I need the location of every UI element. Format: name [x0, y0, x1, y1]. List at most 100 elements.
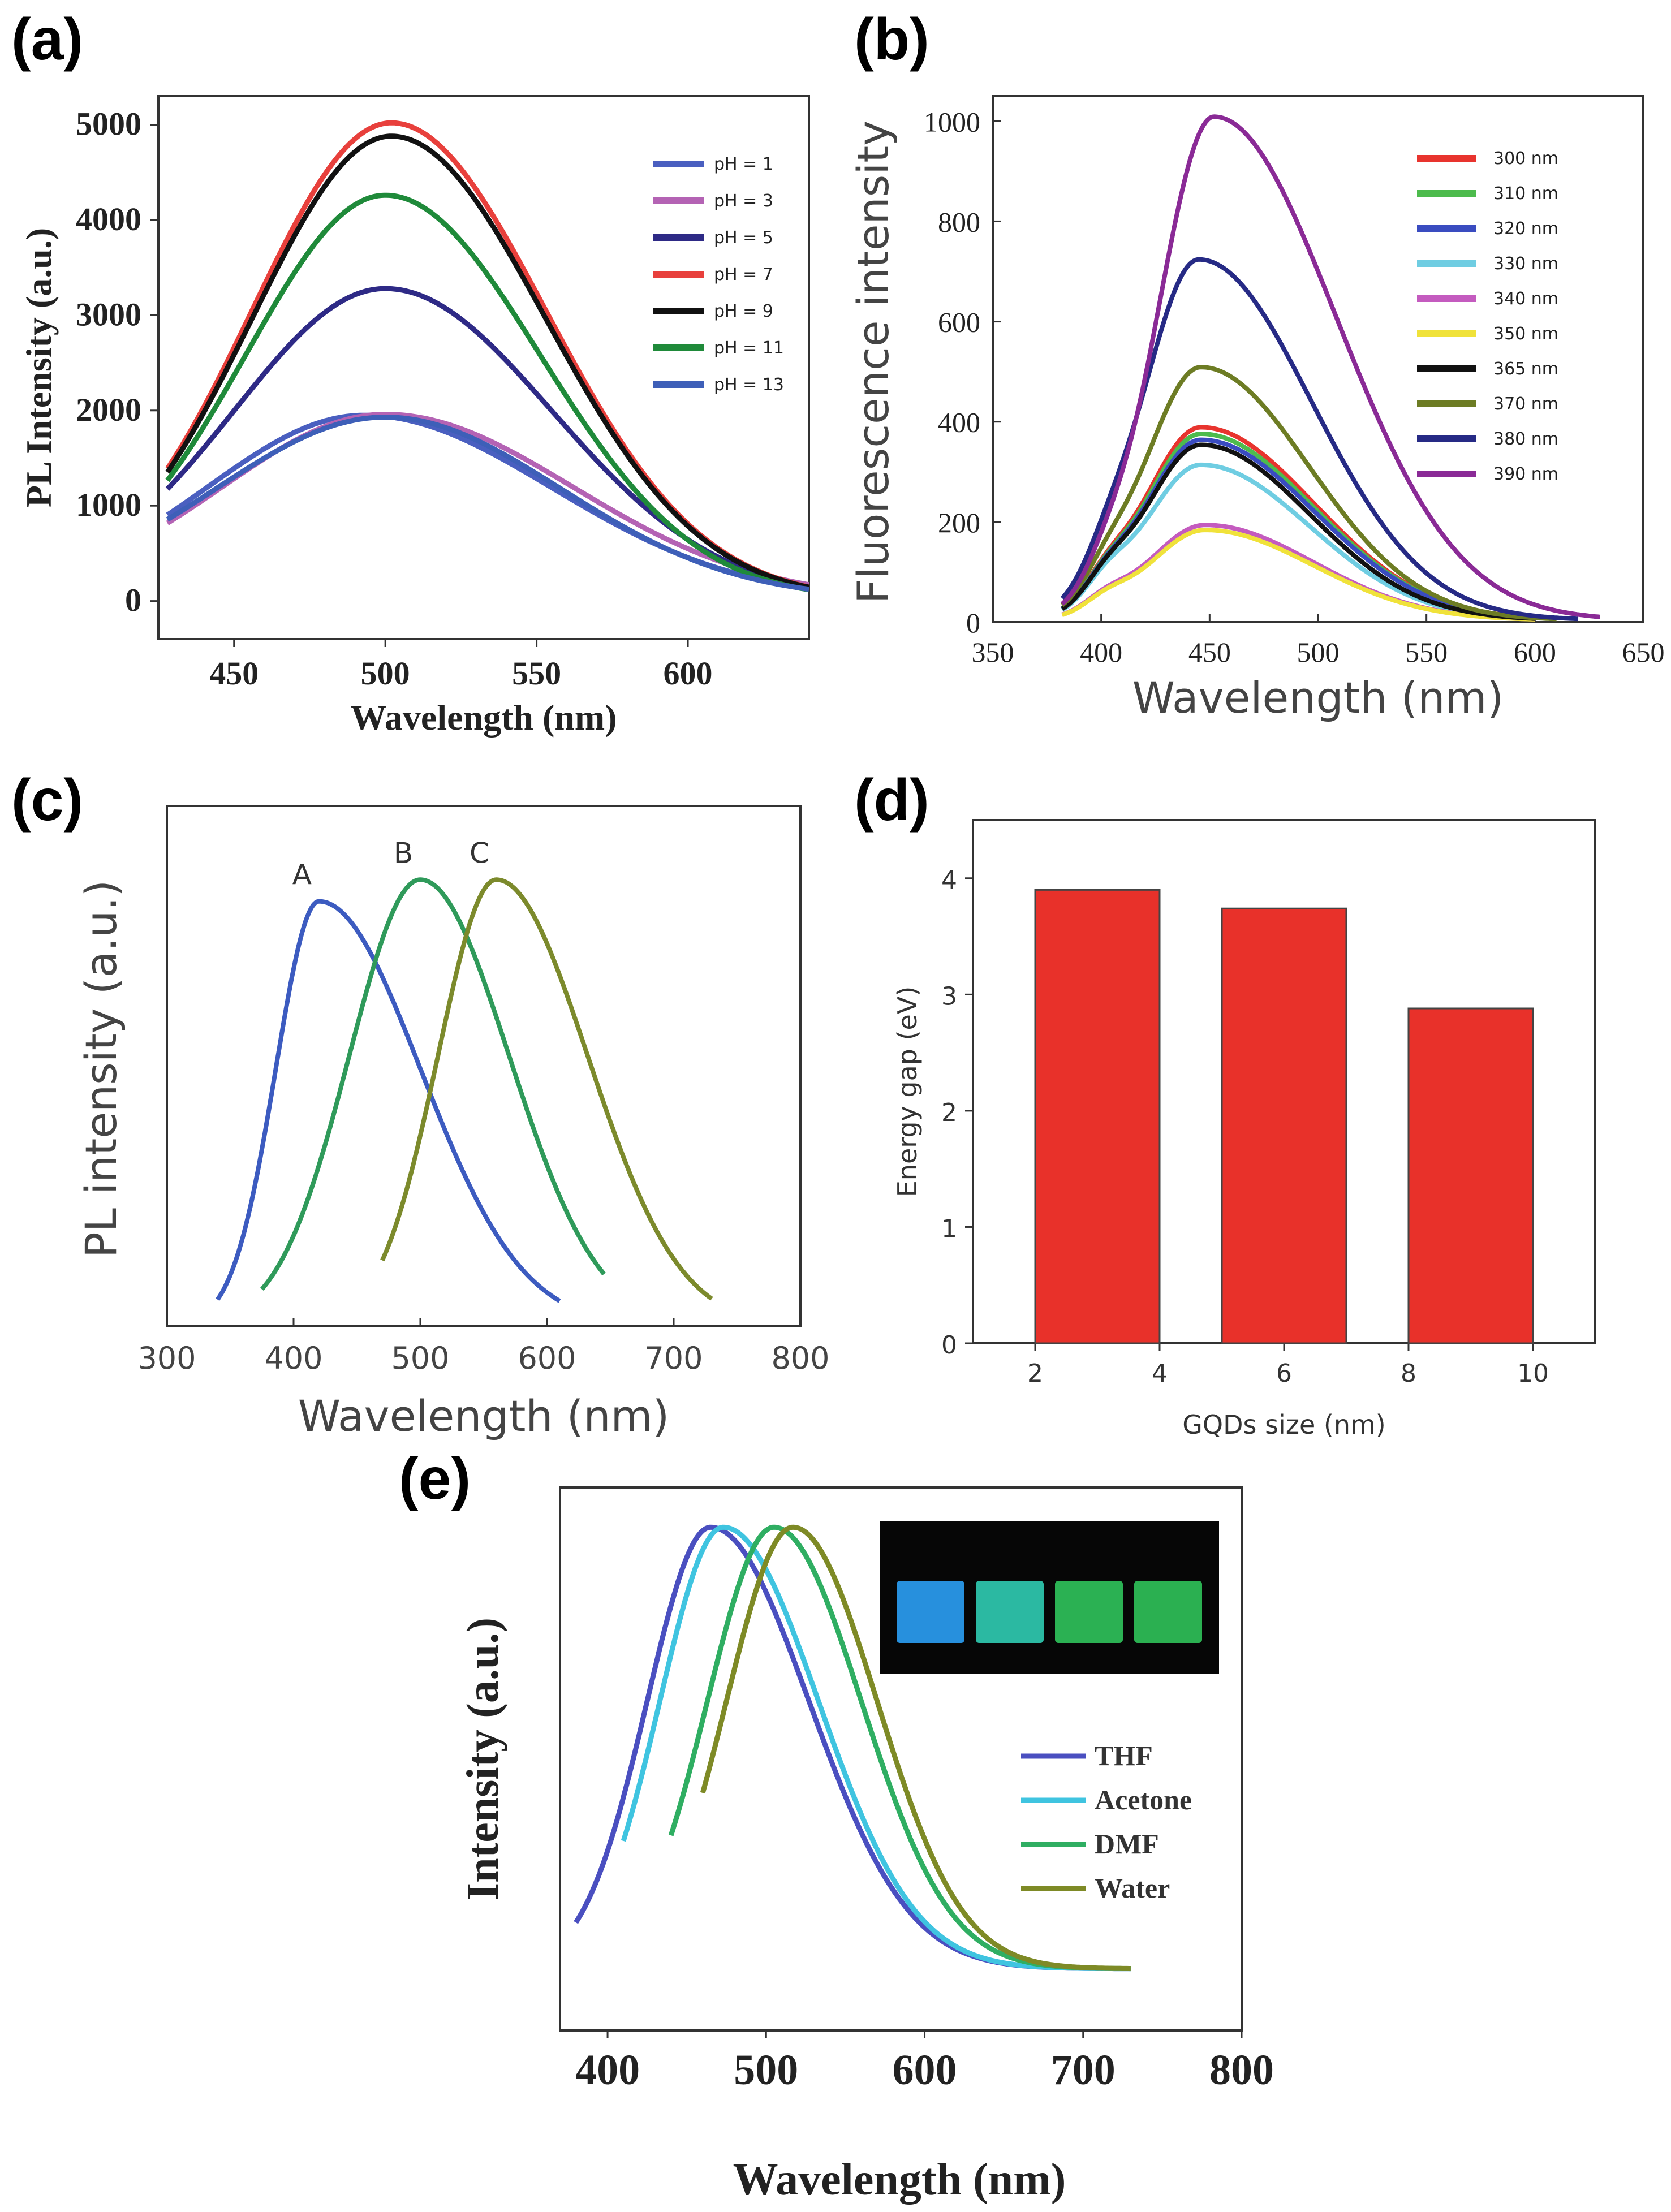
panel-a-series-line: [165, 133, 809, 590]
panel-d-label: (d): [854, 767, 929, 833]
panel-a-x-tick-label: 450: [209, 655, 259, 692]
panel-b-legend-label: 350 nm: [1493, 324, 1558, 344]
panel-a-label: (a): [11, 7, 83, 72]
panel-a-legend: pH = 1 pH = 3 pH = 5 pH = 7 pH = 9 pH = 11 pH …: [653, 154, 784, 395]
panel-a: (a) 0 1000 2000 3000 4000 5000 450 500 550 600 p…: [11, 7, 810, 738]
panel-c-x-tick-label: 500: [391, 1340, 449, 1376]
panel-e-y-label: Intensity (a.u.): [458, 1618, 508, 1900]
panel-a-y-tick-label: 3000: [76, 296, 141, 333]
panel-d-x-tick-label: 10: [1517, 1359, 1549, 1388]
panel-d-y-tick-label: 4: [941, 866, 957, 895]
panel-e-x-ticks: 400 500 600 700 800: [575, 2030, 1274, 2094]
panel-b-legend-label: 330 nm: [1493, 254, 1558, 274]
panel-a-frame: [157, 95, 810, 640]
panel-c-x-tick-label: 800: [771, 1340, 829, 1376]
inset-vial: [976, 1581, 1044, 1643]
panel-b-y-tick-label: 800: [938, 206, 980, 238]
panel-b-series-line: [1061, 442, 1535, 621]
inset-vial: [897, 1581, 964, 1643]
panel-d-bar: [1407, 1007, 1534, 1344]
panel-b-legend-label: 365 nm: [1493, 359, 1558, 379]
panel-a-y-tick-label: 4000: [76, 201, 141, 238]
panel-e-legend-label: THF: [1095, 1740, 1153, 1771]
panel-a-legend-label: pH = 13: [714, 375, 784, 395]
panel-a-x-tick-label: 550: [512, 655, 561, 692]
panel-a-legend-label: pH = 7: [714, 265, 773, 284]
panel-d-y-tick-label: 0: [941, 1331, 957, 1360]
panel-a-legend-label: pH = 9: [714, 301, 773, 321]
panel-b-series-line: [1060, 114, 1600, 619]
panel-b-legend-label: 370 nm: [1493, 394, 1558, 414]
panel-a-x-ticks: 450 500 550 600: [209, 639, 713, 692]
panel-b-x-tick-label: 400: [1080, 636, 1122, 668]
panel-e-legend: THF Acetone DMF Water: [1021, 1740, 1192, 1904]
panel-e-frame: [559, 1486, 1243, 2032]
panel-d-bar: [1034, 889, 1161, 1344]
panel-b-x-ticks: 350 400 450 500 550 600 650: [972, 614, 1665, 668]
panel-a-y-tick-label: 5000: [76, 106, 141, 143]
panel-b-x-tick-label: 650: [1622, 636, 1665, 668]
panel-d-x-tick-label: 2: [1027, 1359, 1043, 1388]
panel-a-series-line: [165, 192, 809, 593]
panel-b-y-tick-label: 400: [938, 407, 980, 438]
panel-d-x-label: GQDs size (nm): [1182, 1409, 1386, 1440]
panel-a-y-ticks: 0 1000 2000 3000 4000 5000: [76, 106, 158, 619]
panel-d-bar: [1221, 907, 1347, 1344]
panel-c-x-tick-label: 400: [264, 1340, 322, 1376]
panel-b-label: (b): [854, 7, 929, 72]
panel-b-y-tick-label: 0: [966, 607, 980, 639]
panel-c-annotation: A: [292, 859, 312, 891]
panel-b-y-label: Fluorescence intensity: [848, 120, 898, 603]
panel-a-x-tick-label: 600: [664, 655, 713, 692]
panel-c-series-line: [260, 877, 606, 1291]
panel-d: (d) 0 1 2 3 4 2 4 6 8 10 GQDs size (nm) Energy g…: [854, 767, 1596, 1440]
panel-d-x-tick-label: 8: [1401, 1359, 1416, 1388]
panel-b-legend-label: 340 nm: [1493, 289, 1558, 309]
panel-b-x-tick-label: 450: [1188, 636, 1231, 668]
panel-e-series: [574, 1524, 1131, 1972]
panel-e-series-line: [700, 1524, 1131, 1971]
panel-c-y-label: PL intensity (a.u.): [76, 880, 126, 1258]
panel-b-series-line: [1061, 365, 1557, 622]
panel-c-series: [216, 877, 713, 1303]
panel-a-x-label: Wavelength (nm): [350, 697, 617, 738]
panel-b-legend-label: 320 nm: [1493, 219, 1558, 239]
panel-d-y-tick-label: 3: [941, 982, 957, 1011]
panel-c-annotation: B: [394, 836, 413, 869]
panel-e-x-label: Wavelength (nm): [733, 2155, 1066, 2205]
panel-a-y-tick-label: 2000: [76, 391, 141, 428]
panel-d-x-ticks: 2 4 6 8 10: [1027, 1343, 1549, 1388]
panel-e-x-tick-label: 800: [1209, 2046, 1274, 2094]
panel-d-y-ticks: 0 1 2 3 4: [941, 866, 973, 1360]
panel-b: (b) 0 200 400 600 800 1000 350 400 450 500 550 600…: [848, 7, 1665, 723]
panel-c-x-label: Wavelength (nm): [298, 1391, 670, 1441]
panel-c-x-tick-label: 700: [644, 1340, 703, 1376]
panel-c-x-tick-label: 300: [137, 1340, 196, 1376]
panel-b-x-tick-label: 500: [1297, 636, 1340, 668]
panel-b-y-tick-label: 200: [938, 507, 980, 538]
panel-d-y-tick-label: 2: [941, 1098, 957, 1127]
panel-c-series-line: [380, 877, 713, 1301]
panel-b-x-tick-label: 550: [1405, 636, 1448, 668]
panel-a-series-line: [166, 415, 809, 592]
panel-c-x-tick-label: 600: [518, 1340, 576, 1376]
panel-c-frame: [166, 805, 802, 1327]
panel-c-annotations: A B C: [292, 836, 489, 891]
panel-c-annotation: C: [470, 836, 489, 869]
panel-c-label: (c): [11, 767, 83, 833]
inset-vial: [1055, 1581, 1123, 1643]
panel-d-x-tick-label: 6: [1276, 1359, 1292, 1388]
panel-e-label: (e): [399, 1446, 471, 1512]
panel-e-x-tick-label: 400: [575, 2046, 640, 2094]
panel-b-series-line: [1061, 527, 1535, 622]
panel-b-x-tick-label: 350: [972, 636, 1014, 668]
panel-b-y-tick-label: 1000: [924, 106, 980, 137]
inset-vial: [1134, 1581, 1202, 1643]
panel-b-x-label: Wavelength (nm): [1132, 672, 1504, 723]
panel-d-y-label: Energy gap (eV): [892, 986, 923, 1197]
panel-a-legend-label: pH = 1: [714, 154, 773, 174]
panel-b-legend-label: 310 nm: [1493, 184, 1558, 204]
panel-a-legend-label: pH = 3: [714, 191, 773, 211]
panel-a-x-tick-label: 500: [361, 655, 410, 692]
